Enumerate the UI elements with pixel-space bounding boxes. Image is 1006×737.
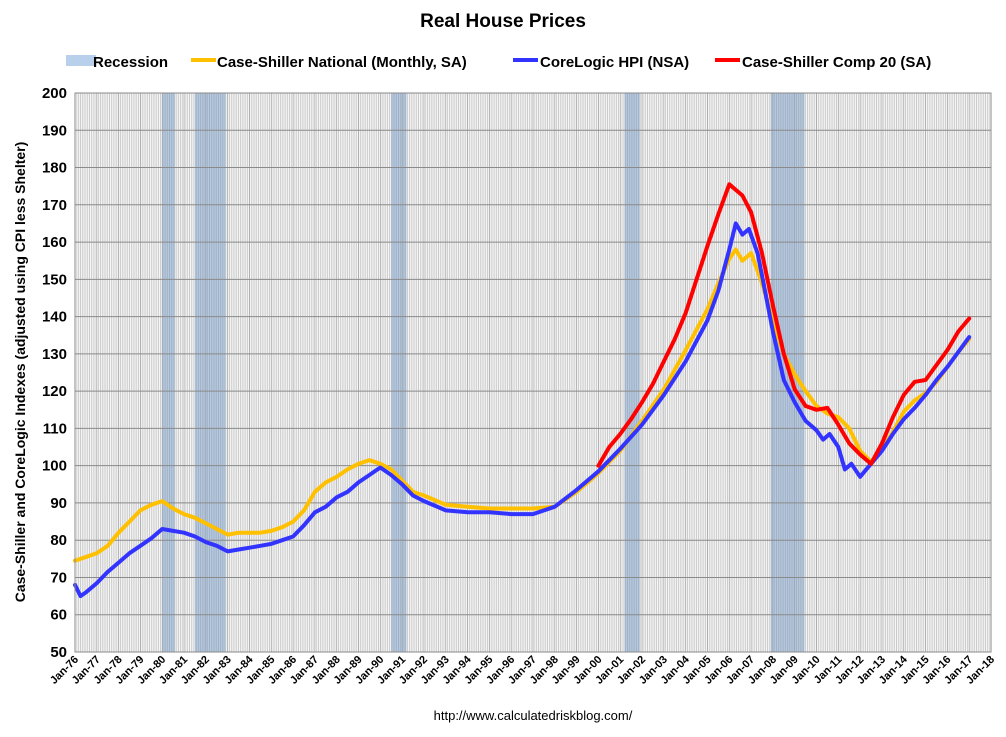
legend: Recession Case-Shiller National (Monthly…	[66, 54, 931, 71]
y-tick-label: 160	[42, 234, 67, 251]
vertical-gridlines	[74, 93, 992, 652]
source-url: http://www.calculatedriskblog.com/	[434, 708, 633, 723]
series-line-case-shiller-comp20	[596, 182, 972, 468]
y-tick-label: 120	[42, 383, 67, 400]
series-layer	[73, 182, 972, 599]
y-tick-label: 200	[42, 85, 67, 102]
recession-band-1	[162, 93, 175, 652]
x-axis-ticks: Jan-76Jan-77Jan-78Jan-79Jan-80Jan-81Jan-…	[48, 653, 997, 687]
y-tick-label: 110	[43, 420, 67, 437]
y-tick-label: 70	[50, 569, 67, 586]
series-line-corelogic-hpi	[73, 221, 972, 599]
y-tick-label: 190	[42, 122, 67, 139]
y-tick-label: 100	[42, 458, 67, 475]
y-tick-label: 60	[50, 607, 67, 624]
y-tick-label: 150	[42, 271, 67, 288]
y-axis-ticks: 50 60 70 80 90 100 110 120 130 140 150 160 170 180 190…	[42, 85, 67, 661]
y-tick-label: 140	[42, 309, 67, 326]
y-axis-label: Case-Shiller and CoreLogic Indexes (adju…	[12, 142, 28, 603]
legend-label-recession: Recession	[93, 54, 168, 71]
legend-swatch-recession	[66, 55, 96, 66]
legend-label-case-shiller-comp20: Case-Shiller Comp 20 (SA)	[742, 54, 931, 71]
y-tick-label: 50	[50, 644, 67, 661]
plot-frame	[74, 92, 992, 653]
y-tick-label: 130	[42, 346, 67, 363]
y-tick-label: 80	[50, 532, 67, 549]
y-tick-label: 180	[42, 160, 67, 177]
y-tick-label: 170	[42, 197, 67, 214]
chart-title: Real House Prices	[420, 11, 586, 32]
series-line-case-shiller-national	[73, 247, 972, 563]
recession-band-4	[624, 93, 640, 652]
recession-band-2	[194, 93, 226, 652]
legend-label-corelogic-hpi: CoreLogic HPI (NSA)	[540, 54, 689, 71]
recession-band-3	[391, 93, 407, 652]
legend-label-case-shiller-national: Case-Shiller National (Monthly, SA)	[217, 54, 467, 71]
y-tick-label: 90	[50, 495, 67, 512]
